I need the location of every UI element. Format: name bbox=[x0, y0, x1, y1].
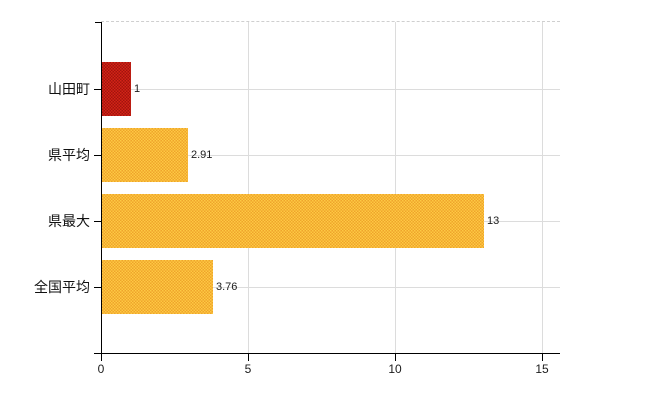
y-axis bbox=[101, 22, 102, 354]
value-label: 1 bbox=[134, 83, 141, 95]
bar[interactable] bbox=[102, 194, 484, 248]
plot-top-border bbox=[101, 21, 560, 22]
horizontal-gridline bbox=[102, 287, 560, 288]
vertical-gridline bbox=[248, 22, 249, 353]
value-label: 13 bbox=[487, 215, 500, 227]
value-label: 3.76 bbox=[216, 281, 238, 293]
category-label: 県平均 bbox=[48, 147, 90, 163]
x-tick-label: 5 bbox=[244, 362, 252, 376]
x-axis bbox=[94, 353, 560, 354]
x-tick-label: 10 bbox=[388, 362, 402, 376]
x-axis-tick bbox=[248, 354, 249, 361]
value-label: 2.91 bbox=[191, 149, 213, 161]
x-tick-label: 0 bbox=[97, 362, 105, 376]
category-tick bbox=[94, 287, 101, 288]
vertical-gridline bbox=[395, 22, 396, 353]
vertical-gridline bbox=[542, 22, 543, 353]
category-label: 全国平均 bbox=[34, 279, 90, 295]
x-axis-tick bbox=[395, 354, 396, 361]
horizontal-gridline bbox=[102, 89, 560, 90]
category-tick bbox=[94, 89, 101, 90]
category-tick bbox=[94, 155, 101, 156]
category-tick bbox=[94, 221, 101, 222]
bar[interactable] bbox=[102, 62, 131, 116]
x-axis-tick bbox=[101, 354, 102, 361]
horizontal-gridline bbox=[102, 155, 560, 156]
x-axis-tick bbox=[542, 354, 543, 361]
category-label: 山田町 bbox=[48, 81, 90, 97]
category-label: 県最大 bbox=[48, 213, 90, 229]
y-axis-top-cap bbox=[95, 22, 101, 23]
bar[interactable] bbox=[102, 260, 213, 314]
bar[interactable] bbox=[102, 128, 188, 182]
x-tick-label: 15 bbox=[535, 362, 549, 376]
